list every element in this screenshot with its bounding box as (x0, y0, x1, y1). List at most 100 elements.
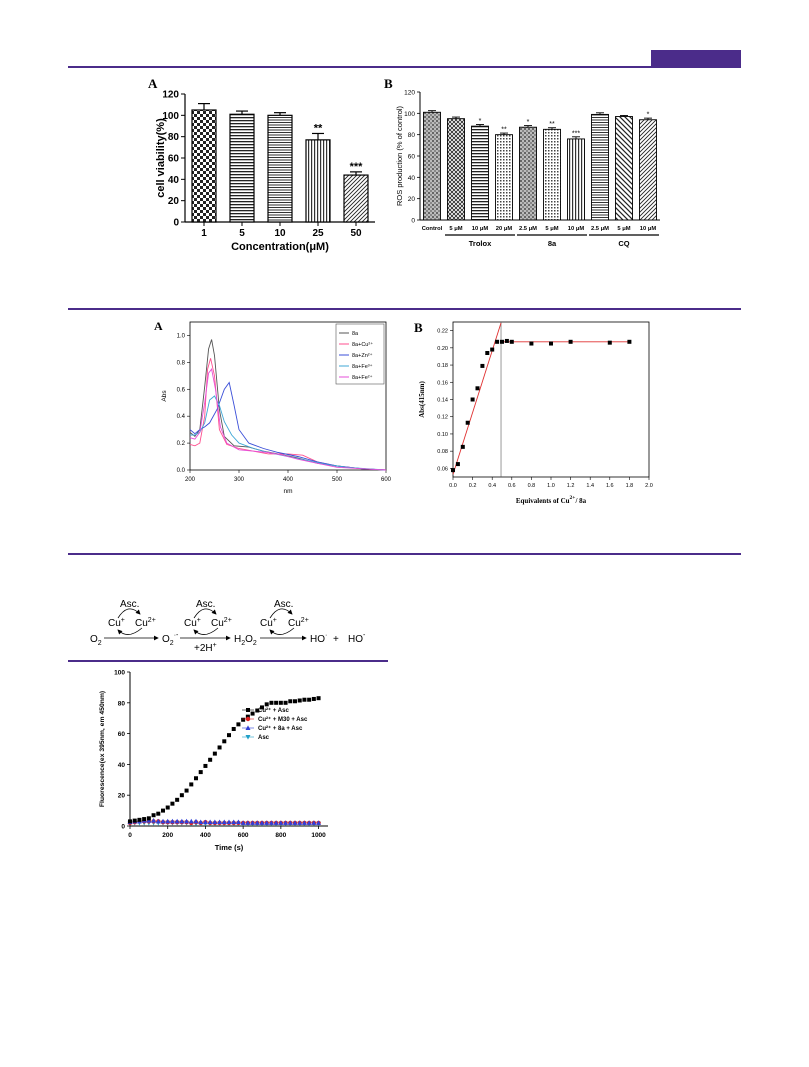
bar (423, 111, 441, 221)
data-point (260, 705, 264, 710)
panel-label: B (384, 76, 393, 91)
data-point (132, 818, 137, 823)
data-point (627, 339, 632, 344)
x-tick-label: 25 (312, 228, 324, 239)
bar (343, 174, 369, 223)
x-tick-label: Control (422, 226, 443, 232)
data-point (485, 351, 490, 355)
y-tick-label: 40 (118, 762, 126, 769)
data-point (245, 714, 250, 719)
linear-fit-line (452, 322, 502, 475)
y-tick-label: 0.18 (437, 363, 448, 369)
x-tick-label: 400 (200, 832, 211, 839)
data-point (241, 717, 246, 722)
x-tick-label: 10 μM (472, 226, 489, 232)
x-tick-label: 10 μM (568, 226, 585, 232)
x-tick-label: 600 (381, 477, 392, 483)
data-point (278, 820, 284, 825)
cu1-label-2: Cu+ (184, 617, 201, 629)
data-point (170, 801, 175, 806)
y-axis-title: ROS production (% of control) (395, 105, 404, 206)
asc-label-3: Asc. (274, 599, 293, 610)
y-tick-label: 0.16 (437, 380, 448, 386)
y-tick-label: 0.4 (177, 414, 186, 420)
x-tick-label: 0.6 (508, 483, 516, 489)
data-point (179, 793, 184, 798)
x-tick-label: 20 μM (496, 226, 513, 232)
y-tick-label: 0.14 (437, 398, 448, 404)
group-label: CQ (618, 239, 629, 248)
data-point (495, 339, 500, 344)
data-point (212, 751, 217, 756)
x-tick-label: 1 (201, 228, 207, 239)
x-tick-label: 0.4 (488, 483, 496, 489)
data-point (137, 817, 142, 822)
data-point (283, 820, 289, 825)
bar (191, 109, 217, 223)
data-point (250, 711, 255, 716)
x-tick-label: 1000 (311, 832, 326, 839)
data-point (207, 819, 213, 825)
cu1-label-3: Cu+ (260, 617, 277, 629)
legend-label: 8a+Fe²⁺ (352, 374, 373, 381)
data-point (161, 808, 165, 813)
data-point (217, 745, 222, 750)
y-tick-label: 120 (404, 90, 415, 97)
data-point (155, 818, 161, 824)
x-tick-label: 0.2 (469, 483, 477, 489)
x-tick-label: 300 (234, 477, 245, 483)
cycle-arrow-3b (269, 627, 295, 635)
significance-label: ** (501, 127, 507, 134)
significance-label: ** (549, 121, 555, 128)
y-axis-title: Abs(415nm) (418, 381, 426, 418)
o2-label: O2 (90, 634, 102, 647)
data-point (297, 820, 303, 825)
y-tick-label: 80 (408, 132, 416, 139)
x-tick-label: 1.2 (567, 483, 575, 489)
plus-sign: + (333, 634, 339, 645)
data-point (142, 817, 147, 822)
x-tick-label: 5 μM (545, 226, 558, 232)
data-point (509, 339, 514, 344)
data-point (278, 700, 283, 705)
data-point (221, 819, 227, 825)
data-point (226, 819, 232, 825)
data-point (254, 820, 260, 825)
data-point (504, 338, 509, 343)
data-point (174, 818, 180, 824)
x-tick-label: 5 μM (617, 226, 630, 232)
legend-label: Cu²⁺ + Asc (258, 707, 289, 714)
h2o2-label: H2O2 (234, 634, 257, 647)
data-point (146, 816, 151, 821)
bar (567, 138, 585, 221)
panel-label: B (414, 320, 423, 335)
data-point (169, 818, 175, 824)
data-point (288, 699, 293, 704)
y-tick-label: 0.06 (437, 466, 448, 472)
data-point (297, 698, 302, 703)
y-tick-label: 60 (168, 154, 180, 165)
cell-viability-chart: A 0 20 40 60 80 100 120 1 5 10 25 ** 50 *** Concentrat… (148, 76, 375, 253)
x-tick-label: 1.4 (586, 483, 594, 489)
data-point (128, 819, 132, 824)
y-tick-label: 0.0 (177, 468, 186, 474)
data-point (184, 818, 190, 824)
x-tick-label: 5 (239, 228, 245, 239)
hydroxyl-radical-label: HO· (310, 632, 327, 645)
data-point (316, 820, 322, 825)
data-point (307, 697, 312, 702)
data-point (235, 819, 241, 825)
y-tick-label: 0 (411, 218, 415, 225)
data-point (568, 339, 573, 344)
reaction-scheme: Asc. Cu+ Cu2+ O2 O2·- Asc. Cu+ Cu2+ +2H+… (90, 599, 366, 654)
cycle-arrow-2 (193, 608, 217, 619)
data-point (480, 363, 485, 368)
x-axis-title: Concentration(μM) (231, 241, 329, 253)
y-tick-label: 100 (162, 111, 179, 122)
cu2-label-1: Cu2+ (135, 617, 156, 629)
series-line (190, 395, 387, 471)
y-tick-label: 0.20 (437, 346, 448, 352)
cu1-label-1: Cu+ (108, 617, 125, 629)
x-tick-label: 50 (350, 228, 362, 239)
legend-label: Asc (258, 735, 270, 741)
